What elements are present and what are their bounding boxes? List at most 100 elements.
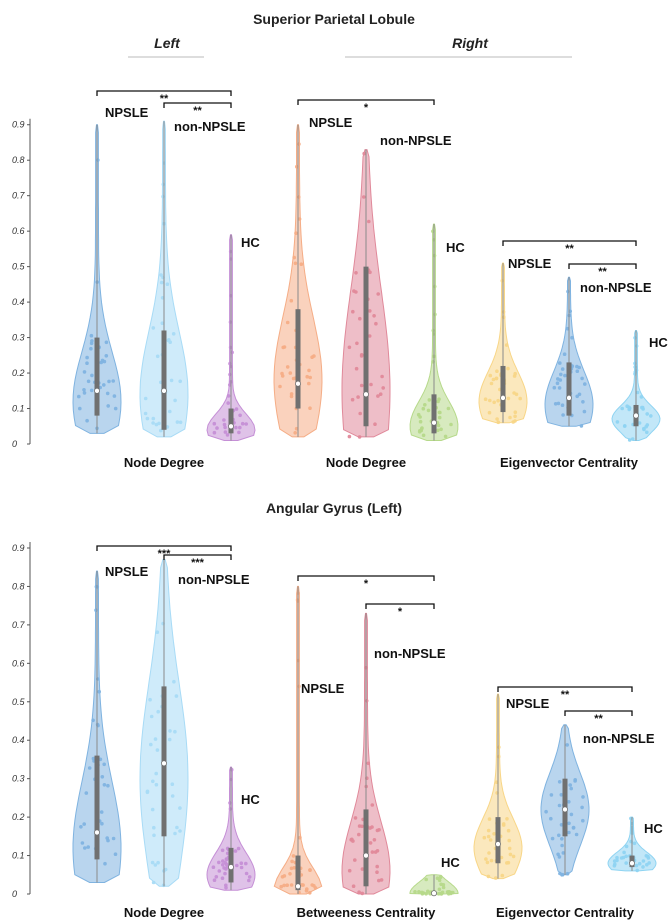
iqr-box <box>363 266 369 427</box>
significance-bracket <box>502 240 637 246</box>
y-tick-label: 0.5 <box>12 697 26 707</box>
violin-points <box>347 151 386 439</box>
data-point <box>624 844 629 849</box>
data-point <box>350 397 355 402</box>
data-point <box>557 833 561 838</box>
data-point <box>559 823 564 827</box>
data-point <box>143 411 148 416</box>
data-point <box>307 368 311 373</box>
data-point <box>506 828 511 833</box>
data-point <box>168 409 172 414</box>
group-label-npsle: NPSLE <box>301 681 345 696</box>
data-point <box>557 386 562 390</box>
data-point <box>155 630 160 634</box>
data-point <box>111 379 115 383</box>
median-marker <box>160 387 167 394</box>
data-point <box>635 390 640 395</box>
data-point <box>436 399 440 404</box>
data-point <box>225 433 230 437</box>
data-point <box>145 790 150 795</box>
data-point <box>159 273 163 277</box>
data-point <box>173 729 177 734</box>
group-label-npsle: NPSLE <box>309 115 353 130</box>
data-point <box>168 340 172 345</box>
data-point <box>417 430 422 434</box>
data-point <box>483 397 488 402</box>
data-point <box>357 435 362 439</box>
iqr-box <box>228 408 234 434</box>
median-marker <box>566 394 573 401</box>
data-point <box>580 805 584 810</box>
data-point <box>549 816 553 821</box>
top-panel-title: Superior Parietal Lobule <box>253 11 415 27</box>
data-point <box>113 406 118 411</box>
data-point <box>627 406 632 411</box>
data-point <box>356 395 360 399</box>
data-point <box>293 261 298 266</box>
data-point <box>424 892 428 896</box>
data-point <box>362 195 366 199</box>
data-point <box>362 151 367 156</box>
data-point <box>488 373 493 378</box>
data-point <box>103 861 107 866</box>
data-point <box>555 381 560 386</box>
data-point <box>622 424 627 428</box>
data-point <box>440 890 445 895</box>
data-point <box>173 398 177 403</box>
data-point <box>280 374 285 378</box>
data-point <box>436 428 440 433</box>
significance-label: * <box>398 606 403 618</box>
data-point <box>645 862 649 867</box>
data-point <box>557 780 562 784</box>
data-point <box>151 880 156 885</box>
significance-label: ** <box>561 689 570 701</box>
data-point <box>637 861 642 866</box>
data-point <box>359 354 364 358</box>
data-point <box>559 372 563 377</box>
data-point <box>360 867 365 871</box>
iqr-box <box>161 330 167 430</box>
data-point <box>496 398 500 403</box>
data-point <box>552 385 557 390</box>
data-point <box>568 783 572 787</box>
data-point <box>500 278 505 283</box>
data-point <box>501 822 506 826</box>
data-point <box>282 874 287 878</box>
group-label-npsle: NPSLE <box>105 564 149 579</box>
data-point <box>357 832 361 837</box>
data-point <box>561 413 565 417</box>
data-point <box>580 376 584 381</box>
group-label-hc: HC <box>649 335 668 350</box>
data-point <box>423 403 427 407</box>
data-point <box>644 424 648 429</box>
data-point <box>104 340 109 345</box>
data-point <box>351 309 355 314</box>
data-point <box>496 420 501 425</box>
significance-bracket <box>297 99 435 105</box>
data-point <box>288 371 293 375</box>
data-point <box>550 836 555 841</box>
data-point <box>211 865 216 869</box>
data-point <box>500 873 505 878</box>
data-point <box>308 406 312 411</box>
violin-points <box>143 161 183 433</box>
y-tick-label: 0.4 <box>12 735 25 745</box>
y-tick-label: 0.1 <box>12 851 25 861</box>
significance-label: ** <box>598 266 607 278</box>
data-point <box>282 883 286 888</box>
y-tick-label: 0.9 <box>12 543 25 553</box>
data-point <box>229 767 234 772</box>
violin-points <box>544 743 585 877</box>
data-point <box>508 852 513 857</box>
data-point <box>281 345 286 350</box>
data-point <box>143 396 148 401</box>
data-point <box>157 421 161 426</box>
data-point <box>368 309 372 313</box>
data-point <box>375 870 379 874</box>
median-marker <box>362 852 369 859</box>
data-point <box>169 378 174 383</box>
data-point <box>212 430 217 435</box>
data-point <box>492 400 497 405</box>
data-point <box>579 424 584 428</box>
